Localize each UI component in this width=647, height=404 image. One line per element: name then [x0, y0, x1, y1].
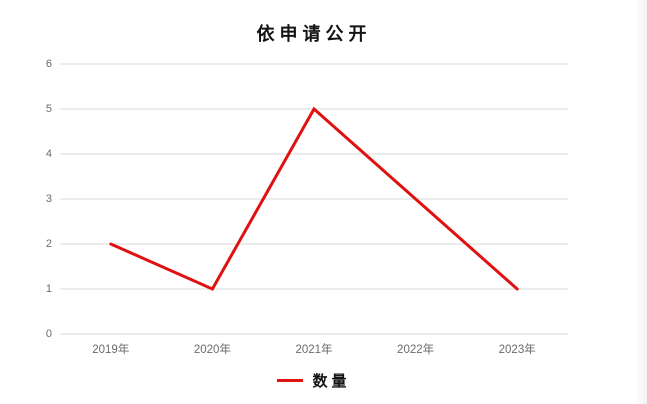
y-tick-label: 3	[45, 193, 52, 205]
y-tick-label: 1	[45, 283, 52, 295]
y-tick-label: 6	[45, 58, 52, 70]
y-tick-label: 0	[45, 328, 52, 340]
legend-series-label: 数量	[312, 373, 351, 390]
chart-title: 依申请公开	[256, 24, 372, 44]
x-tick-label: 2021年	[295, 344, 333, 356]
legend: 数量	[60, 370, 568, 390]
legend-line-swatch	[277, 378, 304, 382]
x-tick-label: 2023年	[498, 344, 536, 356]
y-tick-label: 4	[45, 148, 52, 160]
x-tick-label: 2019年	[92, 344, 130, 356]
y-tick-label: 2	[45, 238, 52, 250]
y-tick-label: 5	[45, 103, 52, 115]
x-tick-label: 2020年	[193, 344, 231, 356]
series-line	[109, 106, 519, 291]
x-tick-label: 2022年	[397, 344, 435, 356]
